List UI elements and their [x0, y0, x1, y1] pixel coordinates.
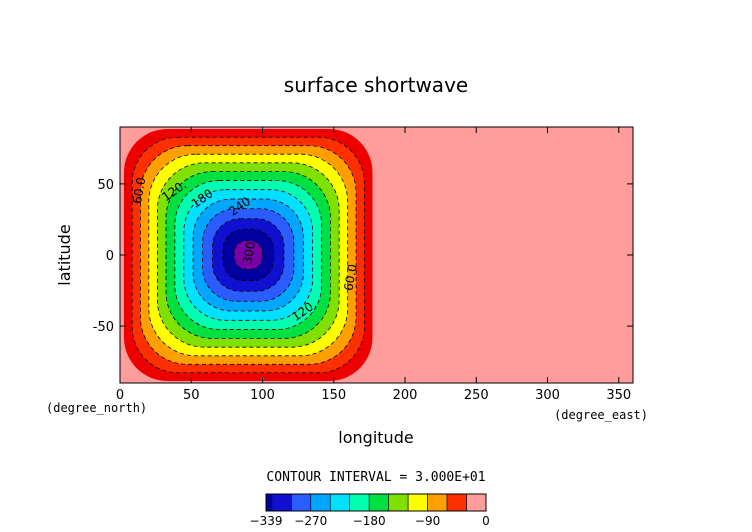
- colorbar-frame: [265, 493, 487, 512]
- x-tick-label: 350: [606, 388, 631, 403]
- contour-interval-text: CONTOUR INTERVAL = 3.000E+01: [266, 470, 485, 485]
- y-tick-label: 0: [106, 249, 114, 264]
- colorbar-swatch: [388, 493, 409, 512]
- x-tick-label: 300: [535, 388, 560, 403]
- colorbar-swatch: [329, 493, 351, 512]
- colorbar-swatch: [291, 493, 312, 512]
- contour-label: 60.0: [130, 176, 148, 205]
- contour-band: [234, 240, 263, 270]
- x-unit-label: (degree_east): [554, 408, 648, 422]
- contour-line: [212, 218, 285, 292]
- colorbar-tick-label: 0: [482, 514, 490, 528]
- contour-line: [140, 145, 357, 365]
- x-axis: 0 50 100 150 200 250 300 350: [116, 127, 631, 403]
- contour-label: 300: [240, 240, 258, 265]
- x-tick-label: 150: [321, 388, 346, 403]
- plot-area: [120, 127, 633, 383]
- colorbar-swatch: [271, 493, 292, 512]
- y-tick-label: -50: [93, 320, 114, 335]
- colorbar-tick-label: −180: [353, 514, 386, 528]
- colorbar-tick-label: −339: [250, 514, 283, 528]
- contour-lines: [131, 136, 365, 374]
- contour-line: [156, 162, 340, 348]
- contour-bands: [124, 129, 373, 381]
- colorbar-swatch: [427, 493, 448, 512]
- contour-line: [192, 198, 304, 312]
- y-axis-label: latitude: [55, 224, 74, 285]
- x-tick-label: 100: [250, 388, 275, 403]
- contour-line: [233, 240, 263, 270]
- y-axis: -50 0 50: [93, 178, 633, 335]
- x-tick-label: 250: [464, 388, 489, 403]
- x-tick-label: 0: [116, 388, 124, 403]
- colorbar-tick-label: −270: [294, 514, 327, 528]
- y-tick-label: 50: [97, 178, 114, 193]
- colorbar-swatch: [265, 493, 273, 512]
- colorbar-tick-label: −90: [415, 514, 440, 528]
- colorbar-swatch: [349, 493, 370, 512]
- x-tick-label: 50: [183, 388, 200, 403]
- chart-title: surface shortwave: [284, 73, 468, 97]
- y-unit-label: (degree_north): [46, 401, 147, 415]
- contour-line: [131, 136, 365, 374]
- colorbar-swatch: [407, 493, 428, 512]
- contour-label: 60.0: [341, 263, 359, 292]
- colorbar-tick-labels: −339 −270 −180 −90 0: [250, 514, 490, 528]
- colorbar-swatch: [446, 493, 467, 512]
- contour-line: [165, 171, 331, 339]
- x-axis-label: longitude: [338, 428, 413, 447]
- colorbar-swatch: [368, 493, 389, 512]
- x-tick-label: 200: [393, 388, 418, 403]
- contour-line: [174, 180, 323, 330]
- contour-line: [183, 189, 314, 321]
- colorbar-swatch: [310, 493, 331, 512]
- colorbar: [265, 493, 487, 512]
- contour-line: [148, 153, 349, 357]
- colorbar-swatch: [466, 493, 487, 512]
